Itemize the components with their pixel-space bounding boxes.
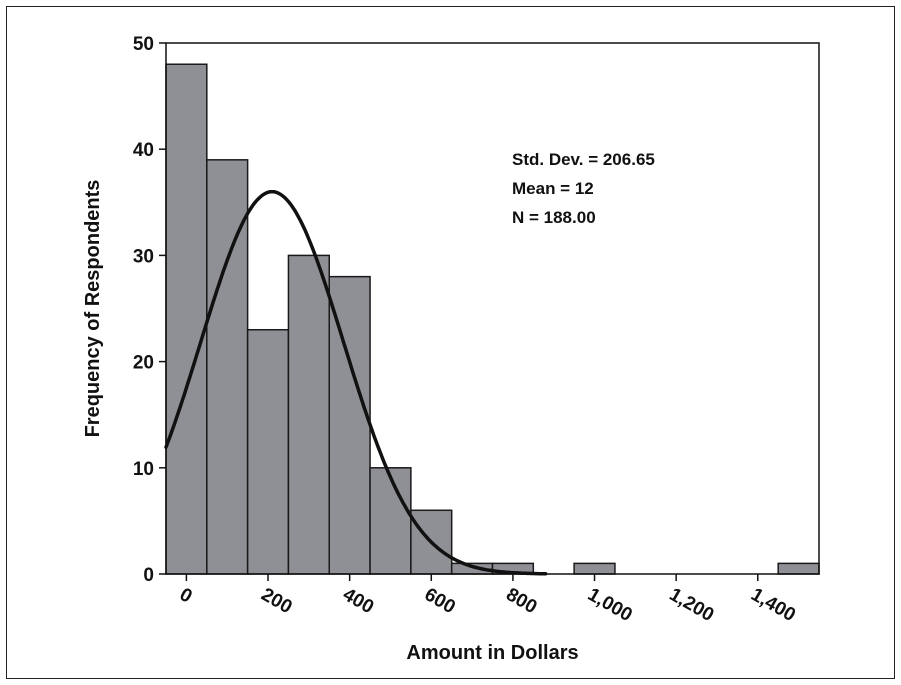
y-tick-label: 20	[133, 353, 154, 374]
x-axis-ticks: 0 200 400 600 800 1,000 1,200 1,400	[176, 574, 799, 626]
y-tick-label: 30	[133, 246, 154, 267]
x-axis-label: Amount in Dollars	[406, 642, 578, 664]
std-dev-text: Std. Dev. = 206.65	[512, 150, 655, 169]
histogram-bar	[287, 254, 330, 575]
x-tick-label: 1,200	[666, 584, 718, 626]
y-tick-label: 50	[133, 34, 154, 55]
x-tick-label: 200	[258, 584, 296, 618]
y-tick-label: 40	[133, 140, 154, 161]
histogram-chart: 0 10 20 30 40 50 0 200 400 600 800 1,000 1,200 1,400…	[82, 34, 820, 664]
histogram-bar	[573, 562, 616, 575]
y-axis-ticks: 0 10 20 30 40 50	[133, 34, 166, 586]
x-tick-label: 800	[502, 584, 540, 618]
histogram-bar	[328, 275, 371, 575]
x-tick-label: 600	[421, 584, 459, 618]
plot-area-border	[165, 42, 820, 575]
y-tick-label: 10	[133, 459, 154, 480]
histogram-bars	[165, 63, 820, 575]
x-tick-label: 1,400	[747, 584, 799, 626]
x-tick-label: 1,000	[584, 584, 636, 626]
normal-curve	[164, 189, 548, 576]
x-tick-label: 400	[339, 584, 377, 618]
histogram-bar	[165, 63, 208, 575]
histogram-bar	[777, 562, 820, 575]
y-tick-label: 0	[143, 565, 154, 586]
statistics-annotation: Std. Dev. = 206.65 Mean = 12 N = 188.00	[512, 150, 655, 227]
histogram-bar	[369, 467, 412, 575]
mean-text: Mean = 12	[512, 179, 594, 198]
y-axis-label: Frequency of Respondents	[82, 180, 104, 438]
figure-frame: 0 10 20 30 40 50 0 200 400 600 800 1,000 1,200 1,400…	[6, 6, 895, 679]
histogram-bar	[246, 328, 290, 575]
x-tick-label: 0	[176, 584, 196, 607]
n-text: N = 188.00	[512, 208, 596, 227]
